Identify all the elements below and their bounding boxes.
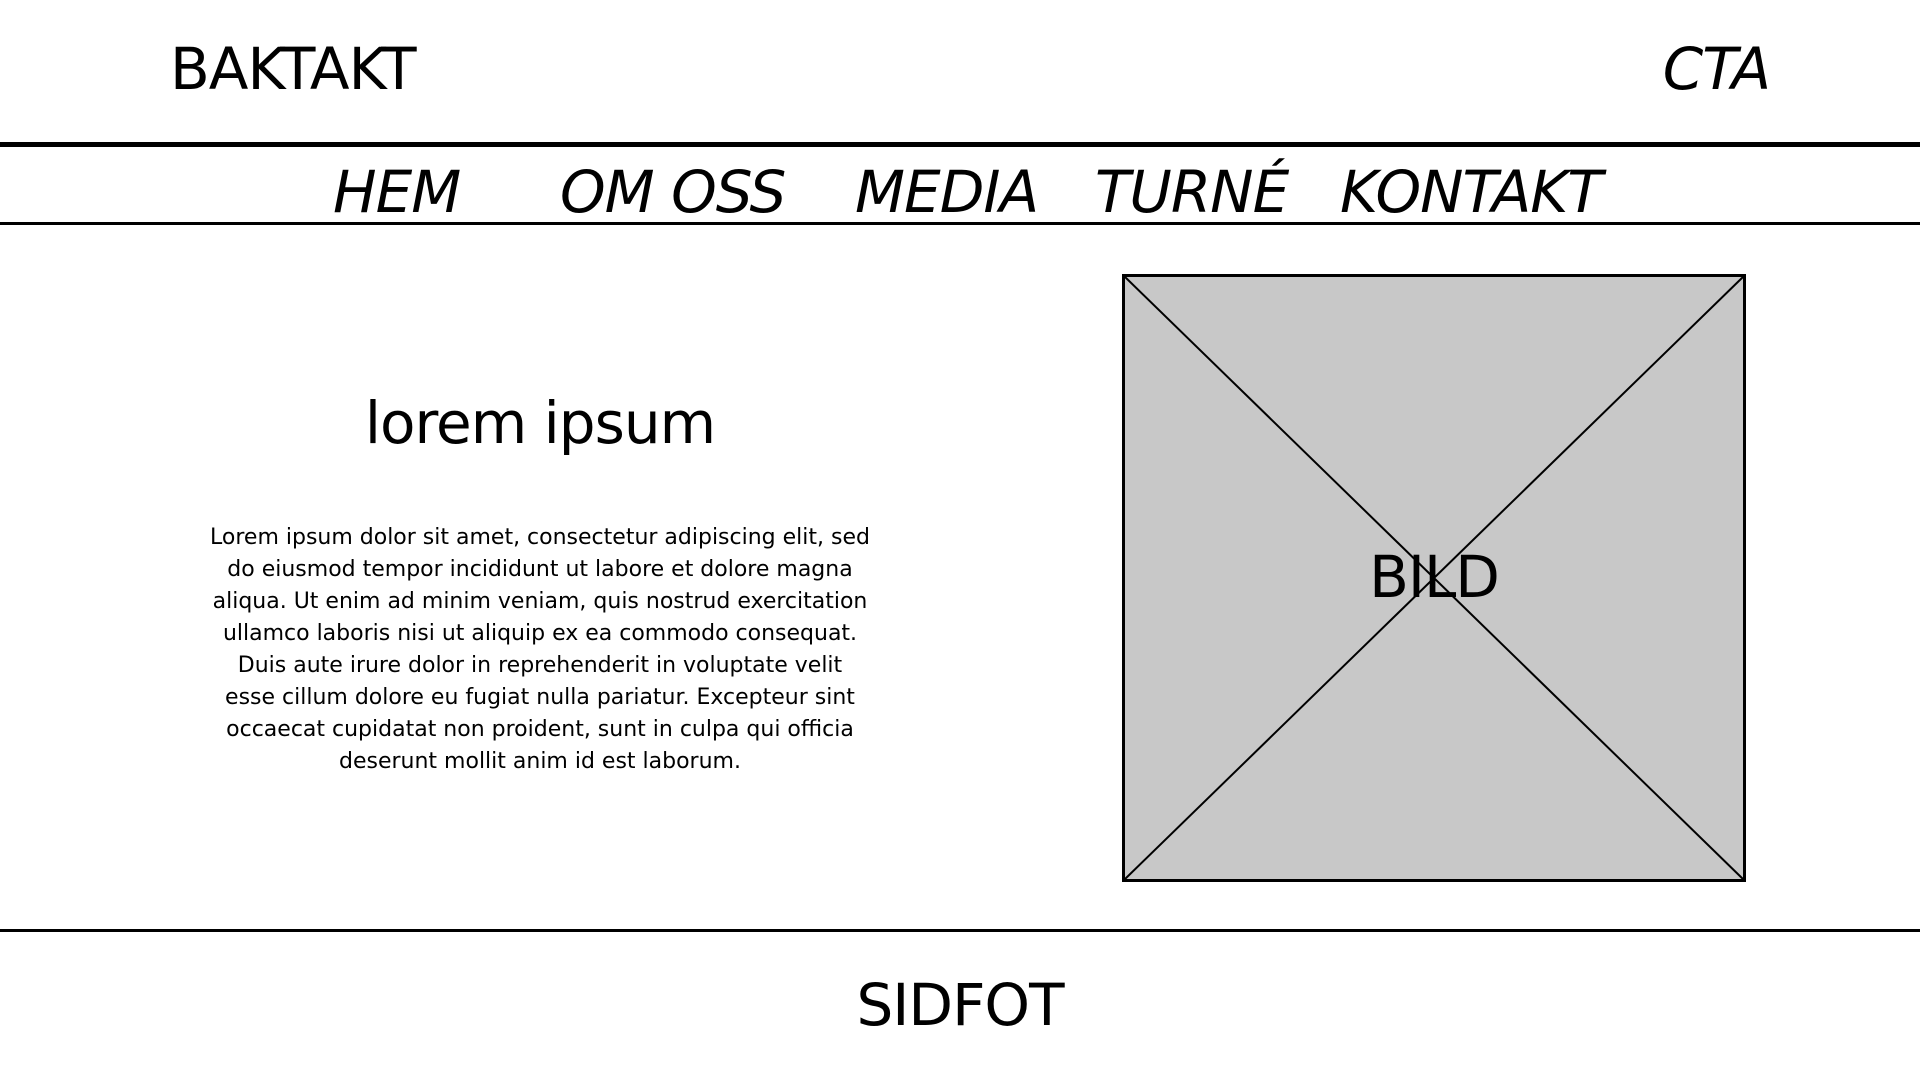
nav-item-om-oss[interactable]: OM OSS [560, 158, 786, 226]
main-nav: HEM OM OSS MEDIA TURNÉ KONTAKT [0, 147, 1920, 226]
header-divider [0, 142, 1920, 147]
nav-divider [0, 222, 1920, 225]
image-placeholder: BILD [1122, 274, 1746, 882]
image-cross-line-2 [1122, 274, 1746, 882]
content-body: Lorem ipsum dolor sit amet, consectetur … [210, 525, 870, 774]
nav-item-media[interactable]: MEDIA [855, 158, 1039, 226]
footer: SIDFOT [856, 971, 1064, 1039]
footer-divider [0, 929, 1920, 932]
content-title: lorem ipsum [364, 389, 716, 457]
nav-item-kontakt[interactable]: KONTAKT [1340, 158, 1603, 226]
nav-item-turne[interactable]: TURNÉ [1095, 158, 1289, 226]
image-placeholder-graphic [1122, 274, 1746, 882]
cta-button[interactable]: CTA [1662, 35, 1771, 103]
image-label: BILD [1369, 543, 1500, 611]
nav-item-hem[interactable]: HEM [333, 158, 461, 226]
site-logo[interactable]: BAKTAKT [170, 35, 417, 103]
